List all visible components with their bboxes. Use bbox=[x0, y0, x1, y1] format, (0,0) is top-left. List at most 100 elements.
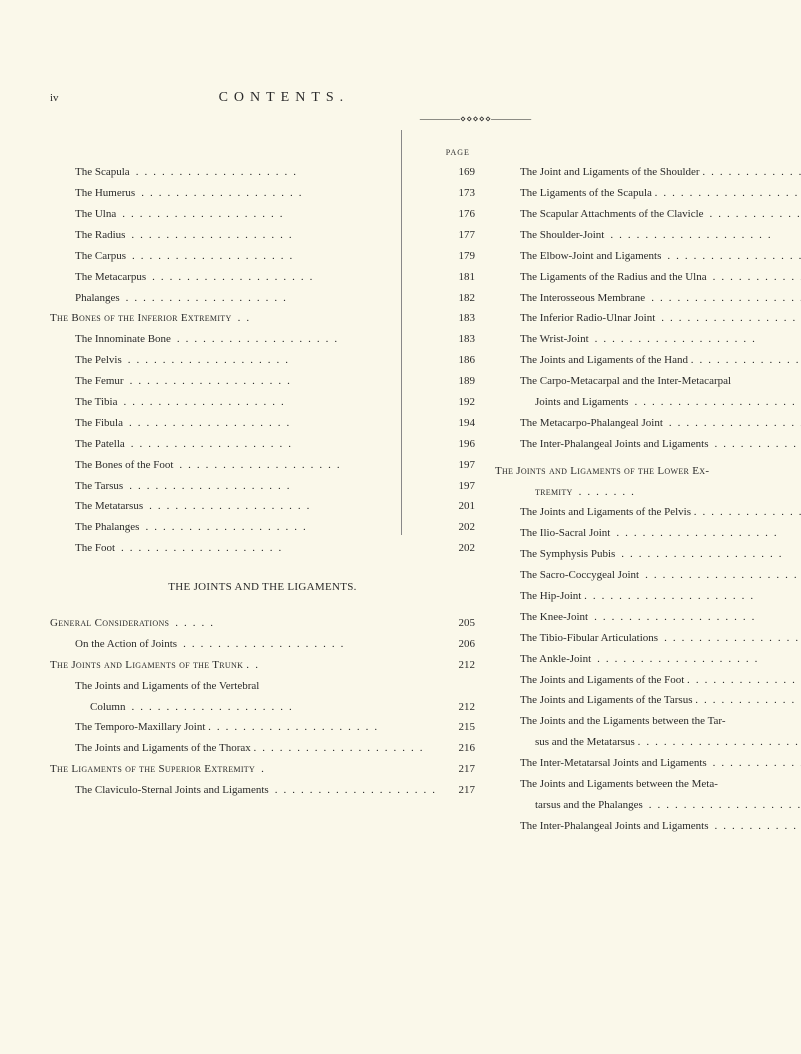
leader-dots: ................... bbox=[126, 246, 447, 267]
left-entries-1: The Scapula...................169The Hum… bbox=[50, 162, 475, 308]
page-ref: 196 bbox=[447, 434, 475, 455]
right-entries-1: The Joint and Ligaments of the Shoulder … bbox=[495, 162, 801, 454]
leader-dots: ..... bbox=[169, 613, 447, 634]
leader-dots: ................... bbox=[120, 288, 447, 309]
page-ref: 183 bbox=[447, 308, 475, 329]
section-label: The Joints and Ligaments of the Trunk . bbox=[50, 655, 249, 676]
toc-entry: The Symphysis Pubis...................22… bbox=[495, 544, 801, 565]
page-label: PAGE bbox=[50, 145, 475, 160]
toc-entry: The Joints and Ligaments of the Hand ...… bbox=[495, 350, 801, 371]
entry-label: The Joints and Ligaments between the Met… bbox=[520, 774, 718, 795]
leader-dots: ................... bbox=[116, 204, 447, 225]
leader-dots: ................... bbox=[610, 523, 801, 544]
page-ref: 197 bbox=[447, 455, 475, 476]
entry-label: tarsus and the Phalanges bbox=[535, 795, 643, 816]
leader-dots: ................... bbox=[661, 246, 801, 267]
page-ref: 201 bbox=[447, 496, 475, 517]
leader-dots: ................... bbox=[640, 732, 801, 753]
entry-label: The Knee-Joint bbox=[520, 607, 588, 628]
toc-entry: The Phalanges...................202 bbox=[50, 517, 475, 538]
entry-label: The Joints and Ligaments of the Thorax . bbox=[75, 738, 256, 759]
entry-label: The Pelvis bbox=[75, 350, 122, 371]
toc-entry: The Patella...................196 bbox=[50, 434, 475, 455]
leader-dots: ................... bbox=[123, 413, 447, 434]
page-ref: 176 bbox=[447, 204, 475, 225]
page-ref: 179 bbox=[447, 246, 475, 267]
entry-label: The Elbow-Joint and Ligaments bbox=[520, 246, 661, 267]
leader-dots: . bbox=[249, 655, 447, 676]
page-ref: 194 bbox=[447, 413, 475, 434]
toc-entry: The Ligaments of the Scapula ...........… bbox=[495, 183, 801, 204]
leader-dots: ................... bbox=[655, 308, 801, 329]
leader-dots: ................... bbox=[591, 649, 801, 670]
toc-entry: The Humerus...................173 bbox=[50, 183, 475, 204]
entry-label: The Tibia bbox=[75, 392, 117, 413]
entry-label: The Joints and Ligaments of the Pelvis . bbox=[520, 502, 697, 523]
leader-dots: ................... bbox=[707, 753, 801, 774]
entry-label: The Fibula bbox=[75, 413, 123, 434]
leader-dots: ................... bbox=[663, 413, 801, 434]
leader-dots: ................... bbox=[643, 795, 801, 816]
leader-dots: ................... bbox=[615, 544, 801, 565]
page-ref: 202 bbox=[447, 538, 475, 559]
toc-entry: The Foot...................202 bbox=[50, 538, 475, 559]
page-ref: 217 bbox=[447, 780, 475, 801]
page-ref: 206 bbox=[447, 634, 475, 655]
page-ref: 169 bbox=[447, 162, 475, 183]
page-ref: 202 bbox=[447, 517, 475, 538]
toc-entry: The Radius...................177 bbox=[50, 225, 475, 246]
toc-entry: The Fibula...................194 bbox=[50, 413, 475, 434]
leader-dots: ................... bbox=[177, 634, 447, 655]
entry-label: The Humerus bbox=[75, 183, 135, 204]
entry-label: The Joints and Ligaments of the Foot . bbox=[520, 670, 690, 691]
left-entries-3: On the Action of Joints.................… bbox=[50, 634, 475, 655]
leader-dots: ................... bbox=[707, 267, 801, 288]
leader-dots: ................... bbox=[604, 225, 801, 246]
toc-entry: The Scapular Attachments of the Clavicle… bbox=[495, 204, 801, 225]
entry-label: The Phalanges bbox=[75, 517, 139, 538]
section-label: tremity bbox=[535, 482, 573, 503]
entry-label: The Metacarpus bbox=[75, 267, 146, 288]
section-lower-line2: tremity ....... 226 bbox=[495, 482, 801, 503]
contents-title: CONTENTS. bbox=[219, 90, 350, 106]
toc-entry: The Joints and Ligaments of the Foot ...… bbox=[495, 670, 801, 691]
section-label: The Ligaments of the Superior Extremity bbox=[50, 759, 255, 780]
entry-label: Column bbox=[90, 697, 125, 718]
leader-dots: ....... bbox=[573, 482, 801, 503]
entry-label: The Scapula bbox=[75, 162, 130, 183]
entry-label: The Ligaments of the Scapula . bbox=[520, 183, 657, 204]
entry-label: The Interosseous Membrane bbox=[520, 288, 645, 309]
leader-dots: ................... bbox=[589, 329, 801, 350]
toc-entry: Joints and Ligaments...................2… bbox=[495, 392, 801, 413]
section-inferior: The Bones of the Inferior Extremity .. 1… bbox=[50, 308, 475, 329]
toc-entry: The Temporo-Maxillary Joint ............… bbox=[50, 717, 475, 738]
entry-label: The Ulna bbox=[75, 204, 116, 225]
toc-entry: The Tibia...................192 bbox=[50, 392, 475, 413]
entry-label: The Ankle-Joint bbox=[520, 649, 591, 670]
entry-label: The Inter-Phalangeal Joints and Ligament… bbox=[520, 434, 709, 455]
toc-entry: The Bones of the Foot...................… bbox=[50, 455, 475, 476]
entry-label: The Femur bbox=[75, 371, 124, 392]
entry-label: The Ligaments of the Radius and the Ulna bbox=[520, 267, 707, 288]
toc-entry: The Sacro-Coccygeal Joint...............… bbox=[495, 565, 801, 586]
entry-label: The Foot bbox=[75, 538, 115, 559]
leader-dots: ................... bbox=[657, 183, 801, 204]
entry-label: The Tibio-Fibular Articulations bbox=[520, 628, 658, 649]
leader-dots: ................... bbox=[628, 392, 801, 413]
entry-label: The Bones of the Foot bbox=[75, 455, 173, 476]
toc-entry: The Metacarpo-Phalangeal Joint..........… bbox=[495, 413, 801, 434]
entry-label: The Inter-Phalangeal Joints and Ligament… bbox=[520, 816, 709, 837]
toc-entry: The Innominate Bone...................18… bbox=[50, 329, 475, 350]
page-ref: 212 bbox=[447, 697, 475, 718]
entry-label: The Radius bbox=[75, 225, 125, 246]
toc-entry: Column...................212 bbox=[50, 697, 475, 718]
page-ref: 182 bbox=[447, 288, 475, 309]
section-label: The Joints and Ligaments of the Lower Ex… bbox=[495, 461, 709, 482]
toc-entry: The Joints and the Ligaments between the… bbox=[495, 711, 801, 732]
entry-label: The Sacro-Coccygeal Joint bbox=[520, 565, 639, 586]
toc-entry: The Joints and Ligaments between the Met… bbox=[495, 774, 801, 795]
toc-entry: The Ulna...................176 bbox=[50, 204, 475, 225]
leader-dots: ................... bbox=[211, 717, 447, 738]
leader-dots: ................... bbox=[125, 225, 447, 246]
page-label: PAGE bbox=[495, 145, 801, 160]
